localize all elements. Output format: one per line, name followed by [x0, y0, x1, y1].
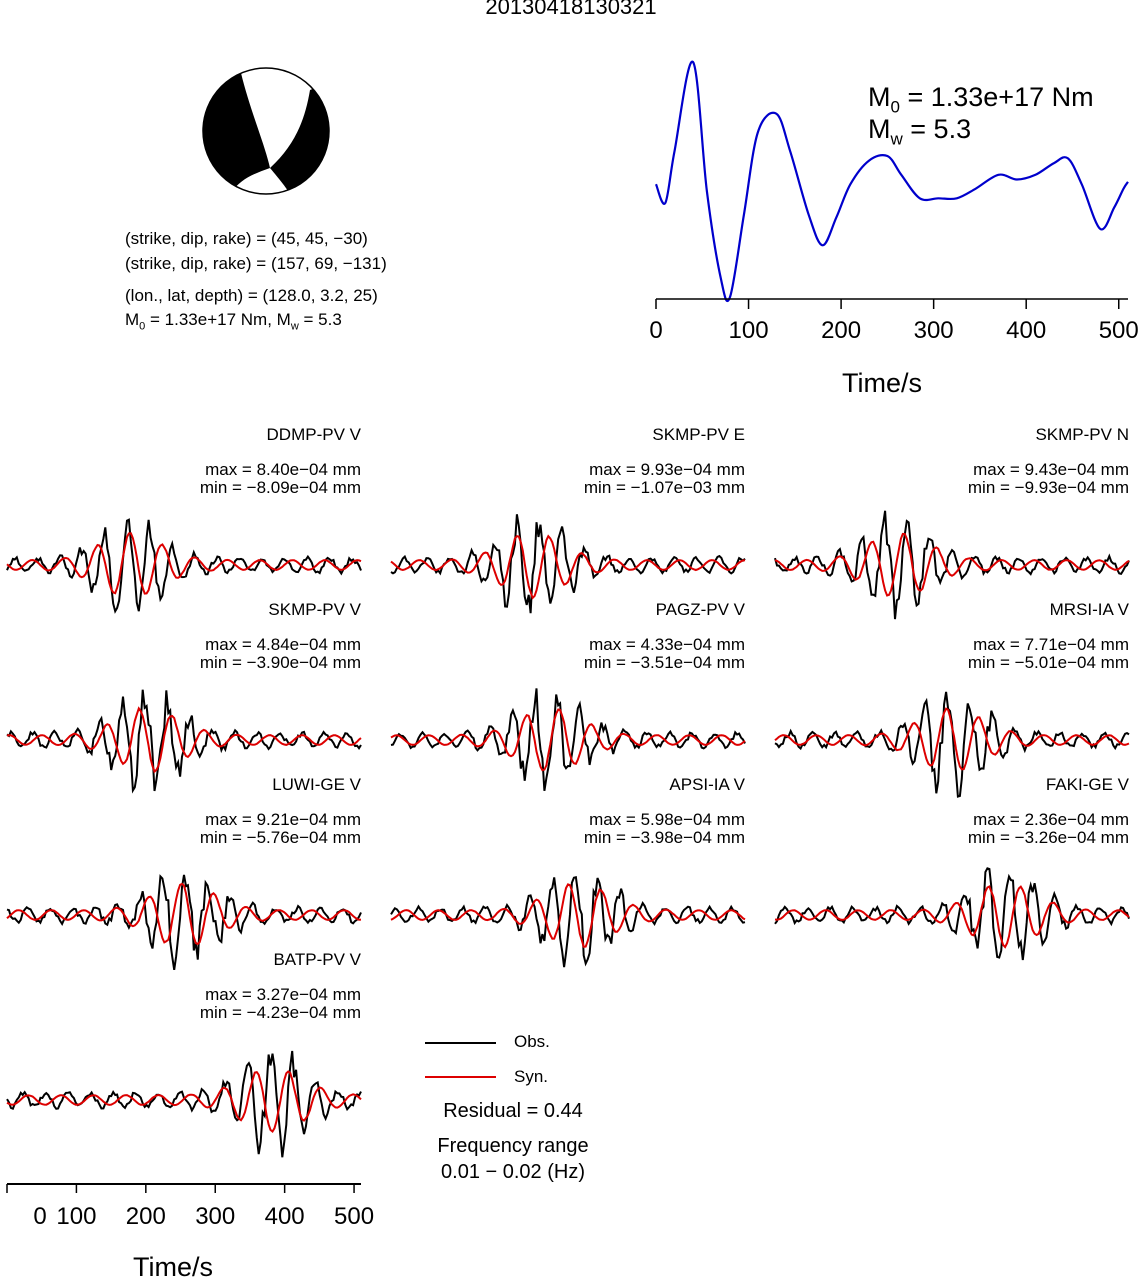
stf-plot [654, 60, 1129, 309]
trace-min: min = −4.23e−04 mm [199, 1003, 361, 1022]
obs-waveform [6, 518, 362, 614]
bottom-x-axis-label: Time/s [133, 1252, 213, 1282]
syn-waveform [390, 883, 746, 948]
station-label: FAKI-GE V [1045, 775, 1129, 794]
bottom-tick-label: 300 [195, 1203, 236, 1230]
stf-tick-label: 500 [1098, 317, 1139, 344]
nodal-plane-1: (strike, dip, rake) = (45, 45, −30) [125, 229, 368, 248]
syn-waveform [390, 708, 746, 772]
trace-max: max = 8.40e−04 mm [205, 460, 361, 479]
trace-min: min = −3.26e−04 mm [967, 828, 1129, 847]
trace-max: max = 9.43e−04 mm [973, 460, 1129, 479]
syn-waveform [390, 534, 746, 600]
trace-6 [6, 874, 362, 970]
station-label: APSI-IA V [669, 775, 745, 794]
moment-magnitude: M0 = 1.33e+17 Nm, Mw = 5.3 [125, 310, 342, 333]
stf-tick-label: 200 [821, 317, 862, 344]
trace-max: max = 9.21e−04 mm [205, 810, 361, 829]
station-label: BATP-PV V [273, 950, 361, 969]
legend-lines [425, 1042, 496, 1078]
waveform-traces [6, 510, 1130, 1158]
beachball [202, 67, 330, 195]
trace-max: max = 4.33e−04 mm [589, 635, 745, 654]
trace-max: max = 7.71e−04 mm [973, 635, 1129, 654]
syn-waveform [774, 885, 1130, 949]
bottom-tick-label: 400 [264, 1203, 305, 1230]
residual-text: Residual = 0.44 [443, 1100, 583, 1122]
obs-waveform [6, 1050, 362, 1158]
legend-syn-label: Syn. [514, 1067, 549, 1086]
bottom-tick-label: 500 [334, 1203, 375, 1230]
trace-min: min = −3.98e−04 mm [583, 828, 745, 847]
trace-max: max = 9.93e−04 mm [589, 460, 745, 479]
trace-1 [390, 514, 746, 614]
station-label: LUWI-GE V [272, 775, 361, 794]
trace-7 [390, 875, 746, 968]
trace-4 [390, 688, 746, 791]
stf-tick-label: 0 [649, 317, 663, 344]
trace-max: max = 4.84e−04 mm [205, 635, 361, 654]
syn-waveform [6, 1070, 362, 1133]
trace-8 [774, 867, 1130, 961]
location-depth: (lon., lat, depth) = (128.0, 3.2, 25) [125, 286, 378, 305]
syn-waveform [6, 532, 362, 595]
stf-x-axis-label: Time/s [842, 368, 922, 398]
stf-m0-label: M0 = 1.33e+17 Nm [868, 82, 1094, 117]
syn-waveform [6, 882, 362, 946]
trace-2 [774, 510, 1130, 620]
compressional-quadrant [203, 68, 270, 194]
stf-tick-label: 100 [728, 317, 769, 344]
stf-tick-label: 300 [913, 317, 954, 344]
trace-0 [6, 518, 362, 614]
legend-obs-label: Obs. [514, 1032, 550, 1051]
obs-waveform [390, 688, 746, 791]
syn-waveform [774, 532, 1130, 597]
obs-waveform [390, 875, 746, 968]
trace-min: min = −9.93e−04 mm [967, 478, 1129, 497]
nodal-plane-2: (strike, dip, rake) = (157, 69, −131) [125, 254, 387, 273]
station-label: SKMP-PV E [652, 425, 745, 444]
bottom-tick-label: 200 [125, 1203, 166, 1230]
trace-max: max = 3.27e−04 mm [205, 985, 361, 1004]
stf-curve [654, 60, 1129, 303]
stf-tick-label: 400 [1006, 317, 1047, 344]
station-label: MRSI-IA V [1049, 600, 1129, 619]
trace-5 [774, 691, 1130, 798]
frequency-range-title: Frequency range [437, 1135, 589, 1157]
trace-min: min = −3.51e−04 mm [583, 653, 745, 672]
obs-waveform [6, 689, 362, 794]
bottom-tick-label: 100 [56, 1203, 97, 1230]
trace-min: min = −8.09e−04 mm [199, 478, 361, 497]
station-label: SKMP-PV N [1035, 425, 1129, 444]
syn-waveform [6, 706, 362, 774]
trace-min: min = −5.76e−04 mm [199, 828, 361, 847]
trace-min: min = −3.90e−04 mm [199, 653, 361, 672]
obs-waveform [774, 867, 1130, 961]
trace-min: min = −5.01e−04 mm [967, 653, 1129, 672]
stf-mw-label: Mw = 5.3 [868, 114, 972, 149]
trace-max: max = 5.98e−04 mm [589, 810, 745, 829]
station-label: SKMP-PV V [268, 600, 361, 619]
obs-waveform [6, 874, 362, 970]
trace-9 [6, 1050, 362, 1158]
bottom-tick-label: 0 [33, 1203, 47, 1230]
station-label: DDMP-PV V [266, 425, 361, 444]
trace-3 [6, 689, 362, 794]
frequency-range-value: 0.01 − 0.02 (Hz) [441, 1161, 585, 1183]
station-label: PAGZ-PV V [655, 600, 745, 619]
trace-max: max = 2.36e−04 mm [973, 810, 1129, 829]
bottom-time-axis [6, 1183, 361, 1193]
obs-waveform [774, 510, 1130, 620]
trace-min: min = −1.07e−03 mm [583, 478, 745, 497]
figure-title: 20130418130321 [485, 0, 657, 19]
syn-waveform [774, 707, 1130, 771]
